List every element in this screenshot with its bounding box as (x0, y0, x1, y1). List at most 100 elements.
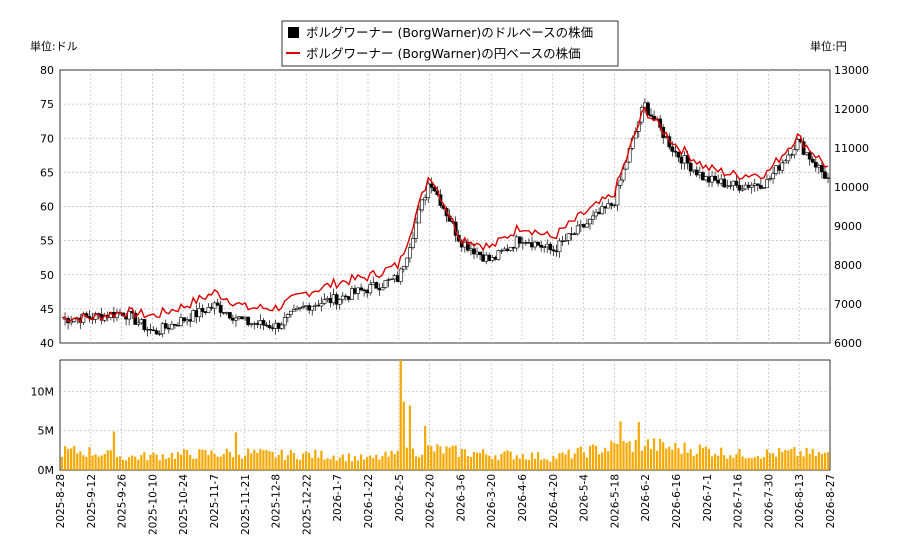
candle-body (252, 323, 257, 325)
volume-bar (710, 456, 714, 470)
volume-bar (350, 461, 354, 470)
candle-body (588, 218, 592, 225)
volume-bar (598, 454, 601, 470)
volume-bar (216, 456, 219, 470)
volume-bar (698, 444, 701, 470)
candle-body (542, 246, 547, 248)
candle-body (768, 178, 772, 180)
volume-bar (67, 448, 70, 470)
volume-bar (356, 460, 360, 470)
candle-body (353, 288, 357, 294)
candle-body (581, 224, 586, 228)
volume-bar (634, 439, 637, 470)
volume-bar (784, 449, 787, 470)
candle-body (157, 333, 162, 335)
candle-body (469, 248, 473, 251)
volume-bar (579, 446, 582, 470)
volume-bar (744, 458, 747, 470)
volume-bar (167, 457, 170, 470)
candle-body (426, 183, 431, 198)
candle-body (749, 185, 754, 188)
volume-bar (488, 455, 491, 470)
volume-bar (457, 456, 460, 470)
candle-body (682, 155, 687, 164)
candle-body (713, 175, 717, 181)
candle-body (188, 319, 193, 322)
volume-bar (140, 455, 143, 470)
volume-bar (436, 444, 439, 470)
candle-body (691, 169, 696, 172)
candle-body (523, 242, 528, 244)
volume-bar (713, 454, 717, 470)
volume-bar (115, 457, 119, 470)
volume-bar (524, 459, 527, 470)
volume-bar (555, 458, 558, 470)
candle-body (487, 254, 492, 261)
candle-body (493, 257, 498, 260)
x-tick-label: 2025-12-8 (271, 474, 283, 528)
volume-bar (198, 449, 201, 470)
volume-bar (540, 459, 543, 470)
candle-body (752, 183, 757, 186)
volume-bar (137, 459, 140, 470)
candle-body (392, 275, 397, 280)
volume-bar (143, 452, 146, 470)
candle-body (594, 211, 598, 217)
volume-bar (292, 452, 296, 470)
candle-body (478, 251, 482, 256)
volume-bar (271, 451, 274, 470)
volume-bar (543, 458, 546, 470)
candle-body (203, 311, 208, 313)
volume-bar (161, 454, 164, 470)
volume-bar (219, 456, 222, 470)
legend-jpy-label: ボルグワーナー (BorgWarner)の円ベースの株価 (306, 46, 581, 61)
candle-body (243, 316, 248, 320)
candle-body (139, 319, 144, 324)
candle-body (618, 179, 623, 186)
candle-body (362, 289, 367, 291)
right-tick-label: 11000 (834, 142, 869, 155)
x-tick-label: 2026-6-16 (671, 474, 683, 529)
volume-bar (247, 448, 250, 470)
candle-body (154, 330, 159, 335)
volume-bar (527, 460, 531, 470)
volume-bar (707, 448, 711, 470)
volume-bar (478, 452, 482, 470)
candle-body (282, 317, 287, 326)
candle-body (340, 295, 345, 300)
volume-plot-area: 2025-8-28 2025-9-12 2025-9-26 2025-10-10 202… (31, 359, 837, 535)
volume-bar (421, 454, 424, 470)
volume-bar (723, 455, 726, 470)
candle-body (279, 324, 284, 329)
candle-body (377, 288, 382, 291)
volume-bar (268, 451, 271, 470)
candle-body (649, 114, 653, 117)
volume-bar (585, 457, 589, 470)
volume-bar (778, 448, 781, 470)
jpy-price-line (61, 106, 829, 324)
volume-bar (85, 456, 88, 470)
volume-bar (552, 455, 555, 470)
volume-bar (222, 454, 225, 470)
volume-bar (570, 458, 573, 470)
candle-body (481, 254, 486, 262)
candle-body (267, 325, 272, 329)
volume-bar (109, 450, 112, 470)
volume-bar (735, 454, 738, 470)
volume-bar (671, 449, 674, 470)
volume-bar (237, 454, 241, 470)
right-unit-label: 単位:円 (810, 39, 847, 53)
volume-bar (94, 454, 97, 470)
volume-bar (201, 449, 204, 470)
candle-body (359, 287, 363, 291)
volume-bar (121, 459, 125, 470)
x-tick-label: 2026-2-20 (425, 474, 437, 528)
volume-bar (118, 456, 122, 470)
volume-bar (793, 447, 796, 470)
x-tick-label: 2025-11-21 (240, 474, 252, 535)
volume-bar (308, 452, 311, 470)
left-tick-label: 65 (40, 166, 54, 179)
candle-body (758, 185, 763, 189)
left-unit-label: 単位:ドル (30, 39, 78, 53)
